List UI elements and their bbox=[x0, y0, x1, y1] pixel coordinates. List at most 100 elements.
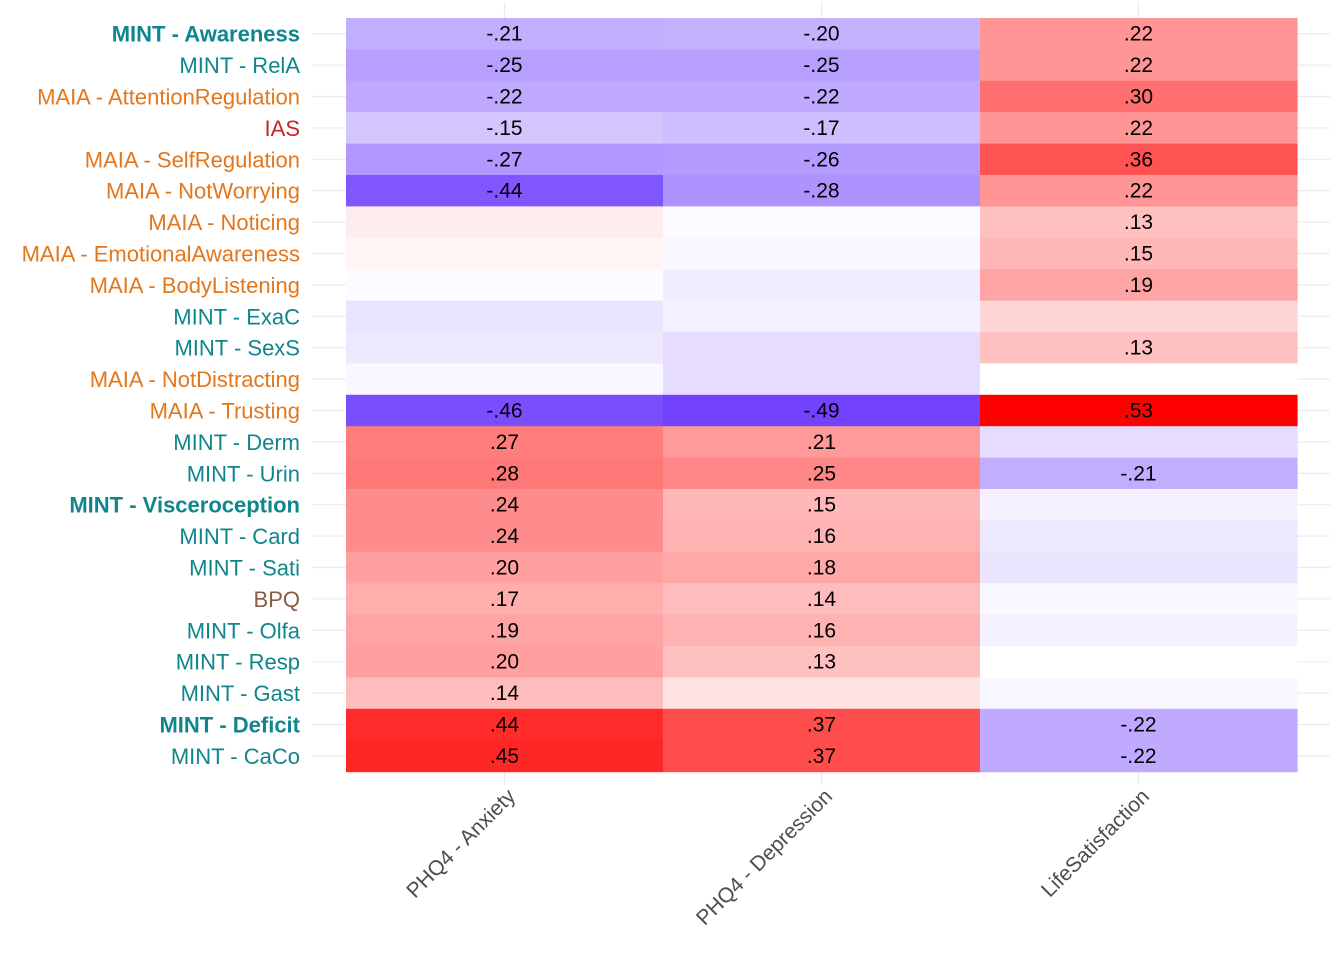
cell-value-label: .22 bbox=[1124, 54, 1153, 77]
heatmap-cell bbox=[663, 175, 981, 207]
y-tick-label: MAIA - NotWorrying bbox=[106, 179, 300, 204]
heatmap-cell bbox=[663, 708, 981, 741]
y-tick-label: MINT - Awareness bbox=[112, 22, 300, 47]
heatmap-cell bbox=[346, 457, 664, 490]
cell-value-label: .17 bbox=[490, 588, 519, 611]
cell-value-label: -.28 bbox=[803, 180, 839, 203]
heatmap-cell bbox=[980, 457, 1298, 490]
heatmap-cell bbox=[980, 143, 1298, 176]
heatmap-cell bbox=[663, 646, 981, 678]
heatmap-cell bbox=[980, 614, 1298, 647]
heatmap-cell bbox=[980, 49, 1298, 82]
heatmap-cell bbox=[663, 18, 981, 50]
y-tick-label: MINT - RelA bbox=[179, 53, 300, 78]
cell-value-label: .15 bbox=[807, 494, 836, 517]
heatmap-cell bbox=[346, 677, 664, 710]
cell-value-label: .44 bbox=[490, 714, 520, 737]
heatmap-cells bbox=[346, 18, 1298, 773]
heatmap-cell bbox=[980, 80, 1298, 113]
cell-value-label: -.20 bbox=[803, 23, 839, 46]
heatmap-cell bbox=[346, 489, 664, 521]
cell-value-label: .22 bbox=[1124, 117, 1153, 140]
heatmap-cell bbox=[346, 206, 664, 239]
y-tick-label: MINT - Deficit bbox=[159, 713, 300, 738]
y-tick-label: IAS bbox=[265, 116, 300, 141]
y-tick-label: MAIA - Trusting bbox=[150, 399, 300, 424]
cell-value-label: .14 bbox=[490, 682, 520, 705]
heatmap-cell bbox=[980, 551, 1298, 584]
cell-value-label: .21 bbox=[807, 431, 836, 454]
cell-value-label: .24 bbox=[490, 525, 520, 548]
cell-value-label: -.27 bbox=[486, 148, 522, 171]
cell-value-label: .13 bbox=[807, 651, 836, 674]
cell-value-label: -.49 bbox=[803, 400, 839, 423]
cell-value-label: .28 bbox=[490, 462, 519, 485]
cell-value-label: -.15 bbox=[486, 117, 522, 140]
heatmap-cell bbox=[346, 551, 664, 584]
y-tick-label: MINT - Resp bbox=[176, 650, 300, 675]
y-tick-label: MINT - Sati bbox=[189, 556, 300, 581]
heatmap-cell bbox=[663, 520, 981, 553]
heatmap-cell bbox=[663, 551, 981, 584]
cell-value-label: .37 bbox=[807, 745, 836, 768]
heatmap-cell bbox=[980, 740, 1298, 773]
heatmap-cell bbox=[663, 363, 981, 396]
heatmap-cell bbox=[346, 708, 664, 741]
cell-value-label: .15 bbox=[1124, 243, 1153, 266]
heatmap-cell bbox=[346, 614, 664, 647]
cell-value-label: .53 bbox=[1124, 400, 1153, 423]
heatmap-cell bbox=[980, 677, 1298, 710]
y-axis-tick-labels: MINT - Awareness MINT - RelA MAIA - Attent… bbox=[22, 22, 301, 769]
heatmap-cell bbox=[980, 175, 1298, 207]
cell-value-label: -.46 bbox=[486, 400, 522, 423]
y-tick-label: BPQ bbox=[254, 587, 300, 612]
heatmap-cell bbox=[980, 332, 1298, 364]
heatmap-cell bbox=[663, 143, 981, 176]
cell-value-label: .16 bbox=[807, 619, 836, 642]
y-tick-label: MINT - CaCo bbox=[171, 744, 300, 769]
heatmap-cell bbox=[346, 175, 664, 207]
heatmap-cell bbox=[346, 740, 664, 773]
cell-value-label: .30 bbox=[1124, 86, 1153, 109]
cell-value-label: .19 bbox=[490, 619, 519, 642]
y-tick-label: MINT - SexS bbox=[174, 336, 300, 361]
cell-value-label: .19 bbox=[1124, 274, 1153, 297]
heatmap-cell bbox=[663, 300, 981, 333]
cell-value-label: -.26 bbox=[803, 148, 839, 171]
cell-value-label: .37 bbox=[807, 714, 836, 737]
y-tick-label: MINT - Derm bbox=[173, 430, 300, 455]
heatmap-cell bbox=[980, 426, 1298, 459]
cell-value-label: -.22 bbox=[1120, 714, 1156, 737]
x-axis-tick-labels: PHQ4 - Anxiety PHQ4 - Depression LifeSatis… bbox=[402, 785, 1154, 930]
heatmap-cell bbox=[346, 300, 664, 333]
heatmap-cell bbox=[346, 269, 664, 302]
y-tick-label: MAIA - BodyListening bbox=[90, 273, 300, 298]
heatmap-cell bbox=[346, 363, 664, 396]
cell-value-label: .27 bbox=[490, 431, 519, 454]
heatmap-cell bbox=[346, 426, 664, 459]
heatmap-cell bbox=[980, 269, 1298, 302]
y-tick-label: MAIA - SelfRegulation bbox=[85, 147, 300, 172]
cell-value-label: .36 bbox=[1124, 148, 1153, 171]
x-tick-label: PHQ4 - Anxiety bbox=[402, 785, 520, 903]
x-tick-label: PHQ4 - Depression bbox=[692, 785, 837, 930]
cell-value-label: -.21 bbox=[1120, 462, 1156, 485]
heatmap-cell bbox=[980, 583, 1298, 616]
heatmap-cell bbox=[663, 206, 981, 239]
heatmap-cell bbox=[663, 489, 981, 521]
cell-value-label: .22 bbox=[1124, 23, 1153, 46]
heatmap-cell bbox=[663, 677, 981, 710]
heatmap-cell bbox=[346, 112, 664, 145]
y-tick-label: MAIA - EmotionalAwareness bbox=[22, 242, 300, 267]
heatmap-cell bbox=[346, 520, 664, 553]
cell-value-label: .14 bbox=[807, 588, 837, 611]
cell-value-label: .20 bbox=[490, 557, 519, 580]
cell-value-labels: -.21 -.20 .22 -.25 -.25 .22 -.22 -.22 .30 -.15 -.1… bbox=[486, 23, 1156, 768]
y-tick-label: MAIA - NotDistracting bbox=[90, 367, 300, 392]
heatmap-cell bbox=[346, 646, 664, 678]
heatmap-cell bbox=[663, 426, 981, 459]
heatmap-cell bbox=[980, 206, 1298, 239]
y-tick-label: MAIA - Noticing bbox=[148, 210, 300, 235]
heatmap-cell bbox=[346, 237, 664, 270]
cell-value-label: -.25 bbox=[486, 54, 522, 77]
